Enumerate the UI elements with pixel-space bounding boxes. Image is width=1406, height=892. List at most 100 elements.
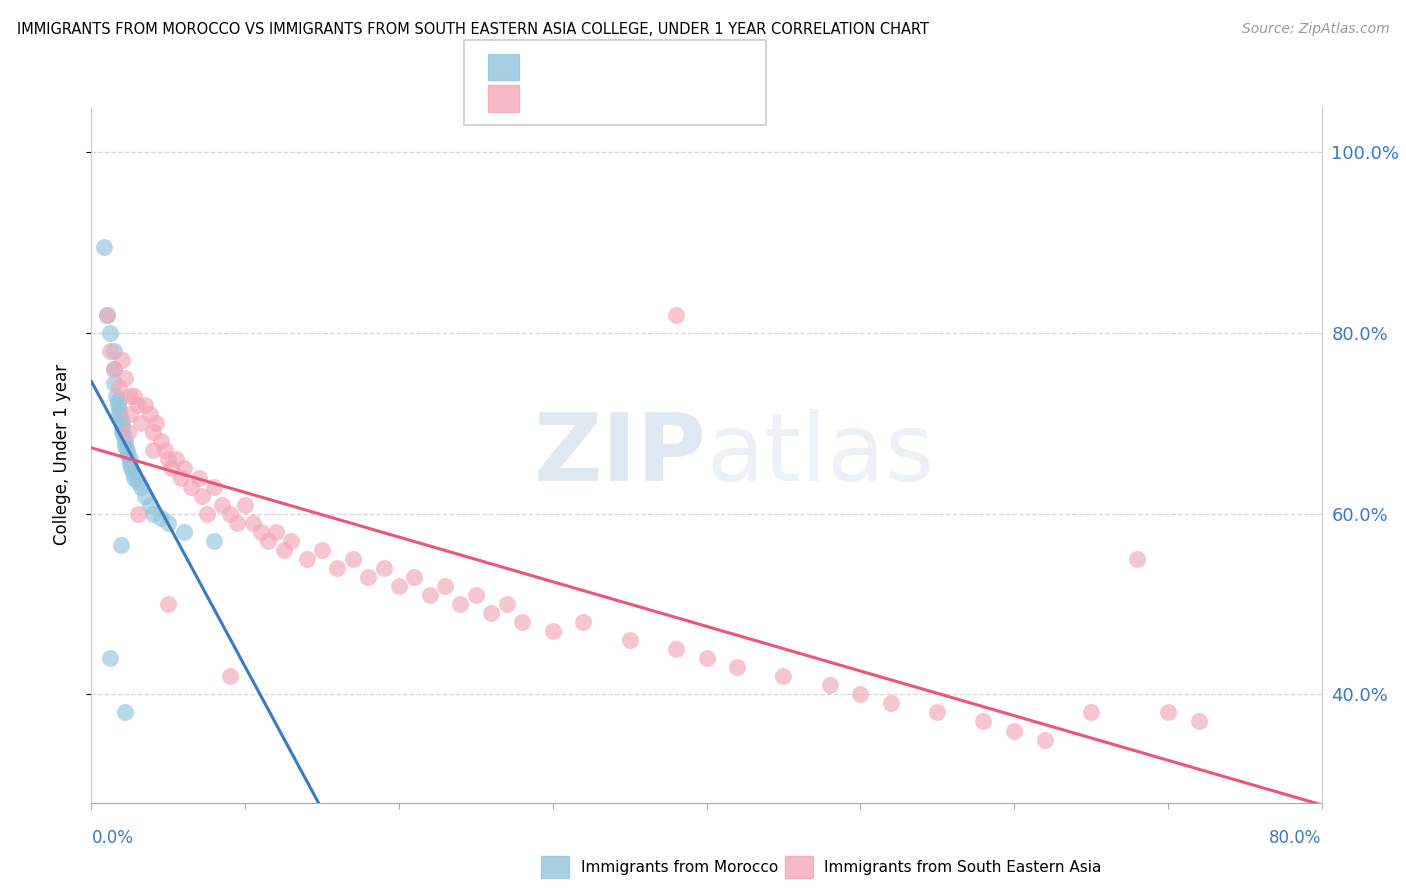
Point	[139, 407, 162, 421]
Point	[927, 706, 949, 720]
Point	[257, 533, 280, 548]
Point	[103, 362, 125, 376]
Point	[103, 344, 125, 359]
Point	[107, 393, 129, 408]
Point	[264, 524, 287, 539]
Point	[419, 588, 441, 602]
Point	[880, 697, 903, 711]
Point	[98, 326, 121, 340]
Point	[134, 398, 156, 412]
Text: 0.0%: 0.0%	[91, 829, 134, 847]
Point	[818, 678, 841, 692]
Point	[1187, 714, 1209, 729]
Point	[572, 615, 595, 629]
Text: 80.0%: 80.0%	[1270, 829, 1322, 847]
Point	[188, 470, 211, 484]
Point	[96, 308, 118, 322]
Point	[233, 498, 256, 512]
Point	[103, 362, 125, 376]
Text: R =  0.036   N = 37: R = 0.036 N = 37	[533, 58, 695, 76]
Point	[495, 597, 517, 611]
Point	[242, 516, 264, 530]
Point	[696, 651, 718, 665]
Point	[1157, 706, 1180, 720]
Point	[110, 411, 132, 425]
Point	[1080, 706, 1102, 720]
Point	[273, 542, 295, 557]
Point	[160, 461, 183, 475]
Text: R = -0.648   N = 76: R = -0.648 N = 76	[533, 89, 696, 107]
Point	[127, 398, 149, 412]
Point	[404, 570, 426, 584]
Text: Immigrants from South Eastern Asia: Immigrants from South Eastern Asia	[824, 860, 1101, 874]
Point	[772, 669, 794, 683]
Point	[1033, 732, 1056, 747]
Point	[129, 479, 152, 493]
Point	[103, 376, 125, 390]
Point	[173, 461, 195, 475]
Point	[111, 417, 134, 431]
Text: Immigrants from Morocco: Immigrants from Morocco	[581, 860, 778, 874]
Point	[139, 498, 162, 512]
Text: atlas: atlas	[706, 409, 935, 501]
Point	[191, 489, 214, 503]
Point	[169, 470, 191, 484]
Point	[665, 308, 688, 322]
Point	[434, 579, 457, 593]
Point	[142, 443, 165, 458]
Point	[98, 344, 121, 359]
Point	[157, 597, 180, 611]
Point	[134, 489, 156, 503]
Point	[195, 507, 218, 521]
Point	[218, 507, 240, 521]
Point	[98, 651, 121, 665]
Point	[665, 642, 688, 657]
Point	[180, 479, 202, 493]
Point	[142, 425, 165, 440]
Point	[145, 417, 167, 431]
Point	[93, 240, 115, 254]
Point	[479, 606, 502, 620]
Point	[114, 434, 136, 449]
Point	[114, 706, 136, 720]
Point	[149, 434, 172, 449]
Point	[342, 551, 364, 566]
Point	[153, 443, 177, 458]
Point	[165, 452, 187, 467]
Point	[110, 538, 132, 552]
Point	[972, 714, 994, 729]
Point	[218, 669, 240, 683]
Point	[464, 588, 486, 602]
Point	[120, 461, 142, 475]
Point	[117, 425, 139, 440]
Point	[149, 511, 172, 525]
Point	[173, 524, 195, 539]
Point	[226, 516, 249, 530]
Point	[619, 633, 641, 648]
Point	[295, 551, 318, 566]
Point	[249, 524, 271, 539]
Point	[142, 507, 165, 521]
Point	[211, 498, 233, 512]
Point	[373, 561, 395, 575]
Point	[107, 398, 129, 412]
Point	[311, 542, 333, 557]
Point	[725, 660, 748, 674]
Point	[280, 533, 302, 548]
Point	[124, 389, 146, 403]
Point	[202, 533, 225, 548]
Point	[118, 452, 141, 467]
Point	[157, 516, 180, 530]
Point	[118, 457, 141, 471]
Point	[114, 371, 136, 385]
Text: IMMIGRANTS FROM MOROCCO VS IMMIGRANTS FROM SOUTH EASTERN ASIA COLLEGE, UNDER 1 Y: IMMIGRANTS FROM MOROCCO VS IMMIGRANTS FR…	[17, 22, 929, 37]
Point	[115, 443, 138, 458]
Point	[449, 597, 471, 611]
Point	[1002, 723, 1025, 738]
Point	[541, 624, 564, 639]
Point	[114, 439, 136, 453]
Point	[326, 561, 349, 575]
Point	[129, 417, 152, 431]
Point	[124, 470, 146, 484]
Point	[202, 479, 225, 493]
